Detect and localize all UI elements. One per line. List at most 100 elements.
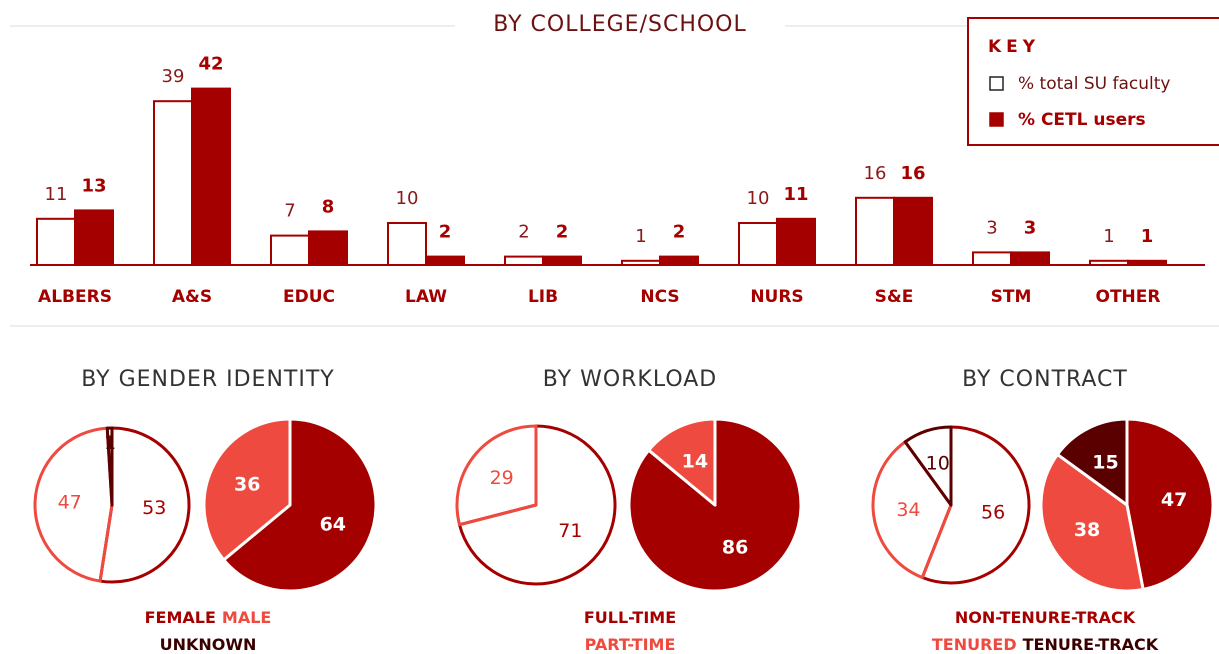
data-label: 11 bbox=[783, 184, 808, 205]
data-label: 42 bbox=[198, 54, 223, 75]
pie-slice bbox=[871, 440, 953, 580]
data-label: 56 bbox=[981, 502, 1005, 524]
data-label: 11 bbox=[45, 184, 68, 205]
data-label: 47 bbox=[1161, 489, 1187, 511]
bar bbox=[972, 251, 1012, 266]
bar bbox=[542, 255, 582, 267]
data-label: 10 bbox=[747, 188, 770, 209]
data-label: 38 bbox=[1074, 519, 1100, 541]
data-label: 3 bbox=[1024, 217, 1037, 238]
pie-slice bbox=[202, 417, 292, 562]
data-label: 14 bbox=[682, 451, 708, 473]
legend: UNKNOWN bbox=[160, 635, 257, 654]
bar bbox=[153, 100, 193, 266]
x-tick-label: NCS bbox=[640, 287, 679, 307]
bar bbox=[776, 217, 816, 267]
data-label: 8 bbox=[322, 196, 335, 217]
data-label: 39 bbox=[162, 66, 185, 87]
bar bbox=[855, 196, 895, 266]
pie-slice bbox=[903, 425, 953, 507]
legend-swatch bbox=[989, 76, 1004, 91]
data-label: 2 bbox=[439, 222, 452, 243]
bar bbox=[659, 255, 699, 267]
data-label: 53 bbox=[142, 497, 166, 519]
x-tick-label: OTHER bbox=[1096, 287, 1161, 307]
data-label: 16 bbox=[864, 163, 887, 184]
data-label: 7 bbox=[284, 201, 295, 222]
legend-label: % total SU faculty bbox=[1018, 74, 1170, 94]
bar bbox=[387, 222, 427, 266]
legend: FULL-TIME bbox=[584, 608, 676, 627]
legend-label: PART-TIME bbox=[585, 635, 676, 654]
bar bbox=[308, 230, 348, 266]
pie-slice bbox=[455, 424, 538, 527]
data-label: 86 bbox=[722, 536, 748, 558]
data-label: 1 bbox=[1141, 226, 1154, 247]
data-label: 34 bbox=[896, 499, 920, 521]
legend-label: MALE bbox=[222, 608, 271, 627]
legend-label: TENURED bbox=[932, 635, 1017, 654]
legend-title: KEY bbox=[988, 37, 1040, 57]
chart-title: BY COLLEGE/SCHOOL bbox=[493, 12, 747, 37]
data-label: 2 bbox=[673, 222, 686, 243]
pie-slice bbox=[105, 426, 114, 507]
legend-box bbox=[967, 17, 1219, 146]
data-label: 16 bbox=[900, 163, 925, 184]
data-label: 47 bbox=[58, 492, 82, 514]
x-tick-label: NURS bbox=[750, 287, 803, 307]
legend-label: FEMALE bbox=[145, 608, 216, 627]
data-label: 2 bbox=[556, 222, 569, 243]
legend: PART-TIME bbox=[585, 635, 676, 654]
pie-slice bbox=[98, 426, 191, 584]
bar bbox=[893, 196, 933, 266]
chart-title: BY GENDER IDENTITY bbox=[81, 367, 334, 392]
data-label: 1 bbox=[635, 226, 646, 247]
legend-label: NON-TENURE-TRACK bbox=[955, 608, 1136, 627]
pie-slice bbox=[1039, 452, 1145, 593]
bar bbox=[738, 222, 778, 266]
data-label: 1 bbox=[1103, 226, 1114, 247]
legend-label: % CETL users bbox=[1018, 110, 1146, 130]
pie-slice bbox=[920, 425, 1031, 585]
data-label: 10 bbox=[396, 188, 419, 209]
legend: TENURED TENURE-TRACK bbox=[932, 635, 1159, 654]
data-label: 2 bbox=[518, 222, 529, 243]
bar bbox=[270, 234, 310, 267]
data-label: 15 bbox=[1092, 451, 1118, 473]
x-tick-label: EDUC bbox=[283, 287, 335, 307]
legend-label: TENURE-TRACK bbox=[1023, 635, 1159, 654]
data-label: 10 bbox=[926, 453, 950, 475]
bar bbox=[191, 87, 231, 266]
bar bbox=[36, 217, 76, 267]
bar bbox=[504, 255, 544, 267]
data-label: 64 bbox=[320, 514, 346, 536]
x-tick-label: LIB bbox=[528, 287, 558, 307]
data-label: 36 bbox=[234, 473, 260, 495]
pie-slice bbox=[1055, 417, 1129, 507]
chart-title: BY CONTRACT bbox=[962, 367, 1128, 392]
legend-label: UNKNOWN bbox=[160, 635, 257, 654]
pie-slice bbox=[457, 424, 617, 586]
legend-swatch bbox=[989, 112, 1004, 127]
legend: FEMALE MALE bbox=[145, 608, 272, 627]
data-label: 71 bbox=[558, 520, 582, 542]
data-label: 1 bbox=[104, 432, 116, 454]
pie-slice bbox=[647, 417, 717, 507]
x-tick-label: LAW bbox=[405, 287, 447, 307]
pie-slice bbox=[1125, 417, 1215, 591]
x-tick-label: S&E bbox=[875, 287, 914, 307]
data-label: 29 bbox=[490, 467, 514, 489]
data-label: 3 bbox=[986, 217, 997, 238]
pie-slice bbox=[33, 426, 114, 583]
legend-label: FULL-TIME bbox=[584, 608, 676, 627]
pie-slice bbox=[627, 417, 803, 593]
bar bbox=[1010, 251, 1050, 266]
chart-title: BY WORKLOAD bbox=[543, 367, 718, 392]
x-tick-label: ALBERS bbox=[38, 287, 112, 307]
x-tick-label: STM bbox=[991, 287, 1032, 307]
bar bbox=[425, 255, 465, 267]
x-tick-label: A&S bbox=[172, 287, 212, 307]
legend: NON-TENURE-TRACK bbox=[955, 608, 1136, 627]
bar bbox=[74, 209, 114, 266]
